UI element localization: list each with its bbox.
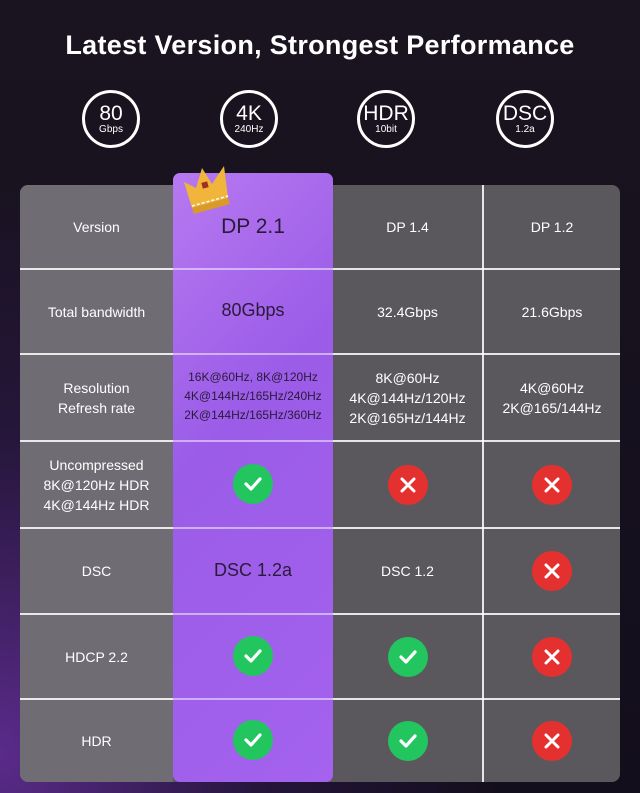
dp12-cell xyxy=(484,615,620,698)
dp21-cell: DSC 1.2a xyxy=(173,527,333,613)
check-icon xyxy=(233,635,273,676)
badge-unit: 240Hz xyxy=(234,123,264,135)
cross-icon xyxy=(532,636,572,677)
dp14-cell: 8K@60Hz 4K@144Hz/120Hz 2K@165Hz/144Hz xyxy=(333,355,482,440)
row-label: HDCP 2.2 xyxy=(20,615,173,698)
dp21-cell: DP 2.1 xyxy=(173,185,333,268)
cell-text: DP 1.4 xyxy=(386,218,429,235)
dp12-cell xyxy=(484,442,620,527)
cell-text: Version xyxy=(73,218,120,235)
cell-text: Resolution Refresh rate xyxy=(57,379,136,416)
row-label: Total bandwidth xyxy=(20,270,173,353)
cell-text: Uncompressed 8K@120Hz HDR 4K@144Hz HDR xyxy=(43,456,150,513)
cell-text: 4K@60Hz 2K@165/144Hz xyxy=(502,379,602,416)
dp14-cell xyxy=(333,615,482,698)
dp12-cell xyxy=(484,700,620,782)
cell-text: DP 2.1 xyxy=(221,215,285,238)
badge-unit: Gbps xyxy=(99,123,123,135)
cell-text: DSC xyxy=(81,563,112,579)
cell-text: HDCP 2.2 xyxy=(65,648,128,665)
cell-text: Total bandwidth xyxy=(47,303,146,320)
table-row: Version DP 1.4 DP 1.2 xyxy=(20,185,620,268)
dp21-cell: 80Gbps xyxy=(173,268,333,353)
check-icon xyxy=(387,721,428,761)
cell-text: DP 1.2 xyxy=(530,218,574,235)
cell-text: 32.4Gbps xyxy=(377,303,438,320)
row-label: Version xyxy=(20,185,173,268)
crown-icon xyxy=(184,166,230,214)
badge-value: 80 xyxy=(99,101,123,125)
cell-text: HDR xyxy=(81,733,112,749)
dp14-cell xyxy=(333,700,482,782)
dp14-cell xyxy=(333,442,482,527)
dp21-cell: 16K@60Hz, 8K@120Hz 4K@144Hz/165Hz/240Hz … xyxy=(173,353,333,440)
dp21-cell xyxy=(173,613,333,698)
dp14-cell: DSC 1.2 xyxy=(333,529,482,613)
dp12-cell: DP 1.2 xyxy=(484,185,620,268)
dp14-cell: DP 1.4 xyxy=(333,185,482,268)
cell-text: 80Gbps xyxy=(221,300,285,320)
cell-text: DSC 1.2a xyxy=(213,559,293,580)
dp21-cell xyxy=(173,440,333,527)
cell-text: 21.6Gbps xyxy=(521,303,583,320)
table-row: Uncompressed 8K@120Hz HDR 4K@144Hz HDR xyxy=(20,440,620,527)
badge-value: 4K xyxy=(236,101,262,125)
badge-unit: 10bit xyxy=(375,123,397,135)
badge-value: DSC xyxy=(502,101,548,125)
cross-icon xyxy=(532,551,572,591)
cross-icon xyxy=(532,721,572,761)
check-icon xyxy=(233,720,273,760)
dp14-cell: 32.4Gbps xyxy=(333,270,482,353)
feature-badge: 4K 240Hz xyxy=(220,90,278,148)
cell-text: 16K@60Hz, 8K@120Hz 4K@144Hz/165Hz/240Hz … xyxy=(184,370,322,422)
feature-badge: HDR 10bit xyxy=(357,90,415,148)
feature-badge: DSC 1.2a xyxy=(496,90,554,148)
check-icon xyxy=(233,463,273,504)
badge-unit: 1.2a xyxy=(515,123,535,135)
dp12-cell: 21.6Gbps xyxy=(484,270,620,353)
row-label: DSC xyxy=(20,529,173,613)
page-title: Latest Version, Strongest Performance xyxy=(65,30,575,60)
row-label: Resolution Refresh rate xyxy=(20,355,173,440)
cross-icon xyxy=(387,464,428,505)
badge-value: HDR xyxy=(363,101,409,125)
cross-icon xyxy=(532,464,572,505)
column-divider xyxy=(482,185,484,782)
check-icon xyxy=(387,636,428,677)
feature-badge: 80 Gbps xyxy=(82,90,140,148)
row-label: HDR xyxy=(20,700,173,782)
row-label: Uncompressed 8K@120Hz HDR 4K@144Hz HDR xyxy=(20,442,173,527)
cell-text: 8K@60Hz 4K@144Hz/120Hz 2K@165Hz/144Hz xyxy=(349,369,466,426)
dp12-cell xyxy=(484,529,620,613)
dp21-cell xyxy=(173,698,333,782)
dp12-cell: 4K@60Hz 2K@165/144Hz xyxy=(484,355,620,440)
cell-text: DSC 1.2 xyxy=(381,563,434,579)
